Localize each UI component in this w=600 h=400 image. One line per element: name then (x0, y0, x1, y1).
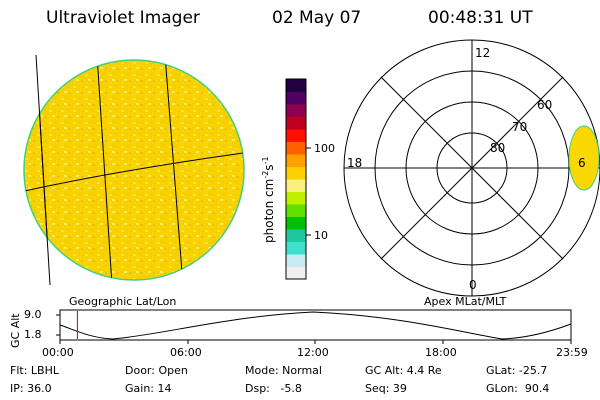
geo-panel-caption: Geographic Lat/Lon (69, 295, 177, 308)
timeline-ylabel: GC Alt (9, 313, 22, 348)
seq-info: Seq: 39 (365, 382, 407, 395)
date-label: 02 May 07 (272, 8, 362, 28)
timeline-ytick-label: 1.8 (24, 328, 42, 341)
colorbar (285, 78, 311, 280)
timeline-xtick-label: 12:00 (297, 346, 329, 359)
mlt-label-12: 12 (475, 46, 491, 60)
meridian-line (164, 60, 184, 280)
colorbar-cell (286, 154, 306, 167)
colorbar-cell (286, 91, 306, 105)
colorbar-cells (286, 79, 306, 280)
mlat-label-70: 70 (512, 120, 528, 134)
colorbar-unit-label: photon cm-2s-1 (261, 156, 276, 243)
filter-info: Flt: LBHL (10, 364, 59, 377)
polar-plot (343, 39, 600, 297)
glat-info: GLat: -25.7 (486, 364, 548, 377)
colorbar-cell (286, 141, 306, 155)
parallel-line (24, 151, 244, 193)
colorbar-cell (286, 241, 306, 255)
colorbar-tick-label: 10 (314, 229, 328, 242)
app-title: Ultraviolet Imager (46, 8, 200, 28)
uv-image-disk (23, 54, 245, 286)
polar-image-fragment (568, 125, 600, 191)
colorbar-cell (286, 216, 306, 230)
colorbar-cell (286, 104, 306, 117)
mlt-label-0: 0 (469, 278, 477, 292)
ip-info: IP: 36.0 (10, 382, 52, 395)
colorbar-tick-label: 100 (314, 142, 335, 155)
time-label: 00:48:31 UT (428, 8, 533, 28)
altitude-curve (59, 311, 572, 340)
timeline-xtick-label: 23:59 (556, 346, 588, 359)
colorbar-cell (286, 266, 306, 280)
gc-alt-info: GC Alt: 4.4 Re (365, 364, 442, 377)
mlt-label-6: 6 (578, 156, 586, 170)
timeline-xtick-label: 00:00 (42, 346, 74, 359)
door-info: Door: Open (125, 364, 188, 377)
gain-info: Gain: 14 (125, 382, 172, 395)
colorbar-cell (286, 191, 306, 205)
colorbar-cell (286, 79, 306, 92)
meridian-line (96, 60, 113, 280)
colorbar-cell (286, 229, 306, 242)
timeline-ytick-label: 9.0 (24, 308, 42, 321)
colorbar-cell (286, 116, 306, 130)
meridian-line-outer (35, 54, 51, 286)
glon-info: GLon: 90.4 (486, 382, 550, 395)
polar-diagonal (380, 76, 564, 260)
colorbar-cell (286, 129, 306, 142)
mlt-label-18: 18 (347, 156, 363, 170)
colorbar-frame (285, 78, 307, 280)
colorbar-cell (286, 254, 306, 267)
mlat-label-60: 60 (537, 98, 553, 112)
mlat-label-80: 80 (490, 141, 506, 155)
timeline-xtick-label: 06:00 (170, 346, 202, 359)
mode-info: Mode: Normal (245, 364, 322, 377)
timeline-frame (59, 309, 572, 341)
colorbar-cell (286, 179, 306, 192)
colorbar-cell (286, 204, 306, 217)
timeline-xtick-label: 18:00 (425, 346, 457, 359)
colorbar-cell (286, 166, 306, 180)
polar-panel-caption: Apex MLat/MLT (424, 295, 507, 308)
orbit-timeline (56, 309, 572, 344)
dsp-info: Dsp: -5.8 (245, 382, 302, 395)
